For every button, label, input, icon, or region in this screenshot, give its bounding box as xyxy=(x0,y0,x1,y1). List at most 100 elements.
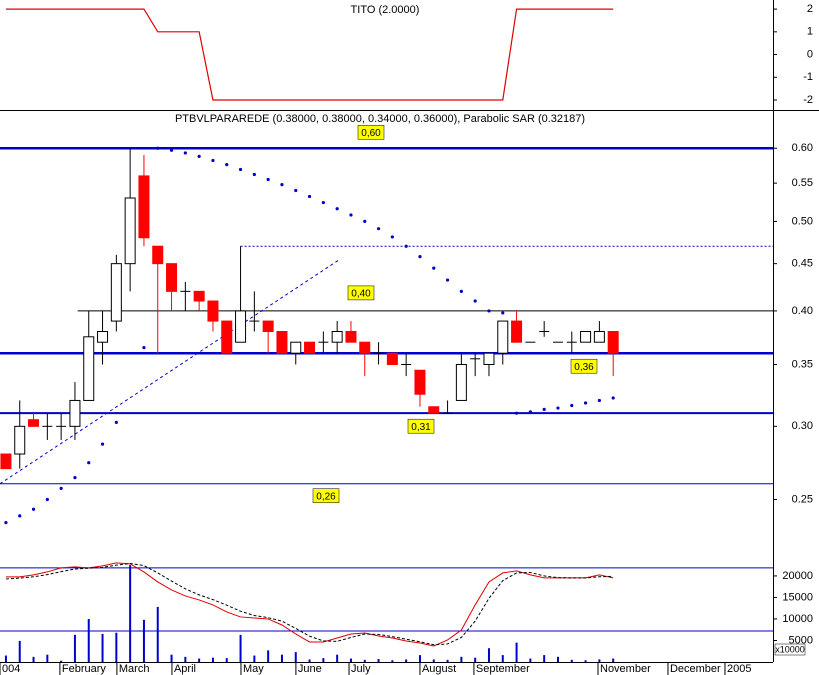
chart-title: PTBVLPARAREDE (0.38000, 0.38000, 0.34000… xyxy=(175,113,585,125)
sar-dot xyxy=(556,406,560,410)
sar-dot xyxy=(156,146,160,150)
sar-dot xyxy=(87,461,91,465)
oscillator-line xyxy=(5,562,614,646)
candle-body xyxy=(359,341,371,354)
candle-body xyxy=(14,425,26,455)
candle-body xyxy=(345,330,357,343)
level-label-box xyxy=(407,418,435,434)
candle-body xyxy=(511,320,523,343)
sar-dot xyxy=(459,289,463,293)
sar-dot xyxy=(363,219,367,223)
y-tick-label: 0.60 xyxy=(792,142,813,154)
level-label-box xyxy=(347,285,375,301)
level-label-box xyxy=(570,358,598,374)
level-label-box xyxy=(312,488,340,504)
x-tick-label: August xyxy=(422,663,456,675)
candle-body xyxy=(331,330,343,343)
x-tick-label: May xyxy=(243,663,264,675)
x-tick-label: 004 xyxy=(2,663,20,675)
candle-body xyxy=(166,263,178,292)
sar-dot xyxy=(18,514,22,518)
candle-body xyxy=(483,352,495,365)
sar-dot xyxy=(169,148,174,152)
sar-dot xyxy=(514,411,519,415)
indicator-line xyxy=(5,8,614,101)
trendline xyxy=(0,258,341,485)
sar-dot xyxy=(238,167,243,172)
sar-dot xyxy=(183,151,187,155)
unit-box xyxy=(774,643,806,656)
level-label: 0,60 xyxy=(361,128,381,139)
x-tick-label: July xyxy=(351,663,371,675)
sar-dot xyxy=(597,398,601,403)
candle-body xyxy=(428,406,440,414)
x-tick-label: March xyxy=(119,663,150,675)
sar-dot xyxy=(225,163,229,167)
sar-dot xyxy=(349,213,353,217)
sar-dot xyxy=(280,183,284,187)
sar-dot xyxy=(390,235,394,239)
sar-dot xyxy=(211,158,215,163)
candle-body xyxy=(97,330,109,343)
candle-body xyxy=(455,363,467,401)
y-tick-label: 5000 xyxy=(789,634,813,646)
x-tick-label: June xyxy=(298,663,322,675)
y-tick-label: 2 xyxy=(807,3,813,15)
y-tick-label: 20000 xyxy=(782,570,813,582)
sar-dot xyxy=(266,177,270,182)
sar-dot xyxy=(570,403,574,408)
y-tick-label: 0.45 xyxy=(792,258,813,270)
x-tick-label: September xyxy=(476,663,530,675)
sar-dot xyxy=(404,244,408,248)
candle-body xyxy=(221,320,233,354)
sar-dot xyxy=(252,172,256,177)
sar-dot xyxy=(31,507,36,511)
oscillator-line xyxy=(5,562,614,647)
y-tick-label: 1 xyxy=(807,26,813,38)
x-tick-label: December xyxy=(670,663,721,675)
y-tick-label: -2 xyxy=(803,94,813,106)
level-label: 0,40 xyxy=(351,289,371,300)
candle-body xyxy=(193,290,205,302)
x-tick-label: April xyxy=(174,663,196,675)
candle-body xyxy=(414,369,426,395)
sar-dot xyxy=(294,188,298,193)
sar-dot xyxy=(542,407,546,411)
candle-body xyxy=(607,330,619,354)
candle-body xyxy=(290,341,302,354)
candle-body xyxy=(110,263,122,322)
unit-label: x10000 xyxy=(775,644,805,654)
candle-body xyxy=(124,197,136,265)
level-label: 0,36 xyxy=(574,362,594,373)
sar-dot xyxy=(611,396,615,400)
candle-body xyxy=(580,330,592,343)
sar-dot xyxy=(473,299,477,303)
sar-dot xyxy=(335,207,339,211)
y-tick-label: 0.55 xyxy=(792,177,813,189)
y-tick-label: 0.50 xyxy=(792,215,813,227)
sar-dot xyxy=(487,309,491,313)
candle-body xyxy=(386,352,398,365)
level-label: 0,26 xyxy=(316,491,336,502)
candle-body xyxy=(83,336,95,401)
candle-body xyxy=(235,310,247,343)
x-tick-label: 2005 xyxy=(727,663,751,675)
sar-dot xyxy=(59,486,63,491)
y-tick-label: 0.30 xyxy=(792,420,813,432)
candle-body xyxy=(152,245,164,265)
candle-body xyxy=(593,330,605,343)
candle-body xyxy=(304,341,316,354)
sar-dot xyxy=(418,254,422,259)
sar-dot xyxy=(376,227,381,231)
level-label-box xyxy=(357,124,385,140)
y-tick-label: 0.40 xyxy=(792,305,813,317)
candle-body xyxy=(262,320,274,332)
sar-dot xyxy=(583,401,588,405)
sar-dot xyxy=(45,497,49,502)
y-tick-label: -1 xyxy=(803,71,813,83)
sar-dot xyxy=(197,154,201,158)
y-tick-label: 15000 xyxy=(782,591,813,603)
sar-dot xyxy=(73,476,77,480)
sar-dot xyxy=(445,278,450,282)
